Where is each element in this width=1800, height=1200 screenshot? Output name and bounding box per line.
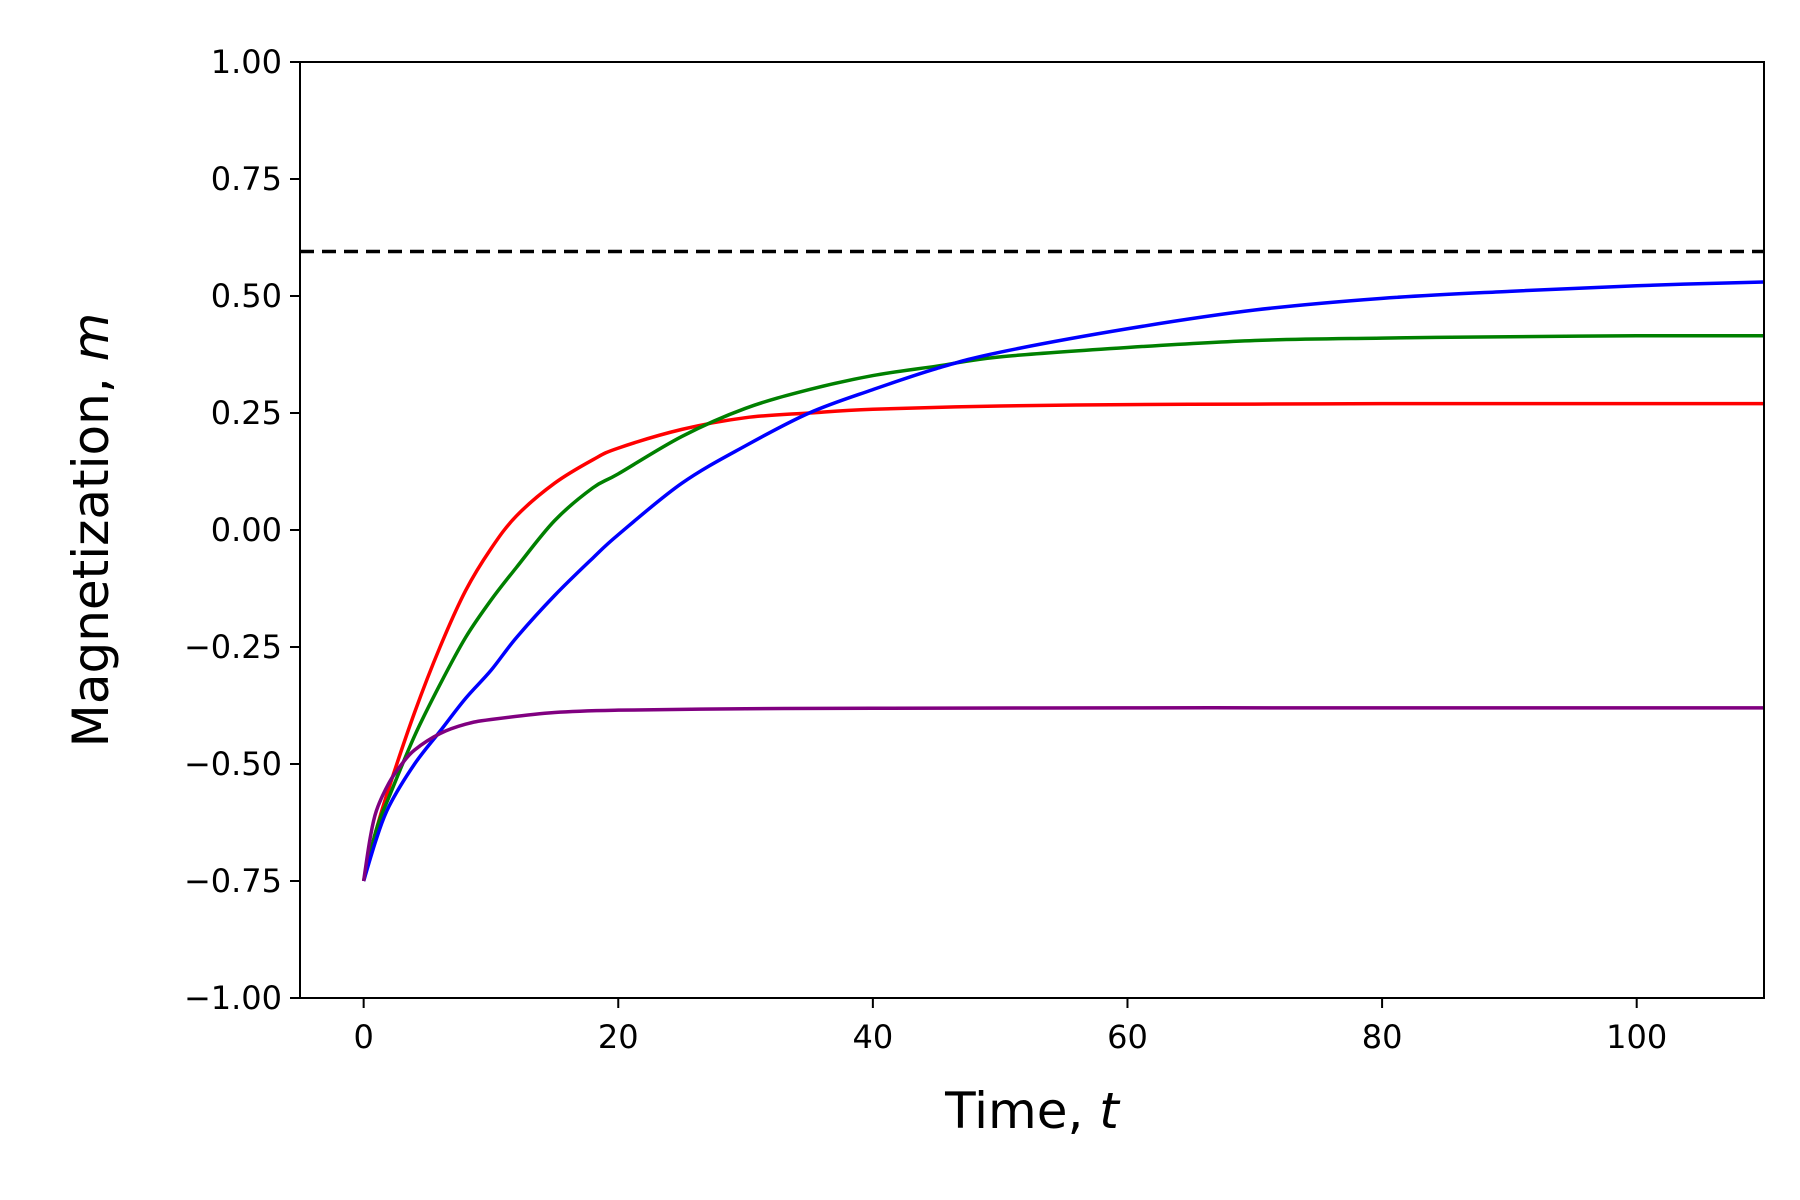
- y-axis-label: Magnetization, m: [62, 313, 120, 748]
- y-tick-label: 0.50: [211, 277, 282, 315]
- y-axis-label-text: Magnetization,: [62, 361, 120, 747]
- series-layer: [361, 280, 1765, 882]
- y-tick-label: 0.75: [211, 160, 282, 198]
- series-line-2: [361, 333, 1765, 882]
- x-tick-label: 20: [598, 1018, 639, 1056]
- y-tick-label: 0.25: [211, 394, 282, 432]
- x-axis-label: Time, t: [944, 1082, 1121, 1140]
- series-line-3: [361, 280, 1765, 882]
- y-tick-label: −0.50: [184, 745, 282, 783]
- plot-background: [300, 62, 1764, 998]
- series-line-1: [361, 401, 1764, 882]
- x-tick-label: 0: [353, 1018, 373, 1056]
- y-tick-label: −1.00: [184, 979, 282, 1017]
- x-tick-label: 80: [1362, 1018, 1403, 1056]
- y-tick-label: −0.25: [184, 628, 282, 666]
- y-axis-label-var: m: [62, 313, 120, 362]
- x-tick-label: 100: [1606, 1018, 1667, 1056]
- series-line-4: [361, 706, 1764, 882]
- x-axis-label-text: Time,: [944, 1082, 1099, 1140]
- y-tick-label: 1.00: [211, 43, 282, 81]
- x-tick-label: 40: [853, 1018, 894, 1056]
- x-axis-label-var: t: [1099, 1082, 1121, 1140]
- y-tick-label: −0.75: [184, 862, 282, 900]
- x-axis-ticks: 0 20 40 60 80 100: [353, 998, 1667, 1056]
- x-tick-label: 60: [1107, 1018, 1148, 1056]
- y-tick-label: 0.00: [211, 511, 282, 549]
- y-axis-ticks: 1.00 0.75 0.50 0.25 0.00 −0.25 −0.50 −0.75 −1.00: [184, 43, 300, 1017]
